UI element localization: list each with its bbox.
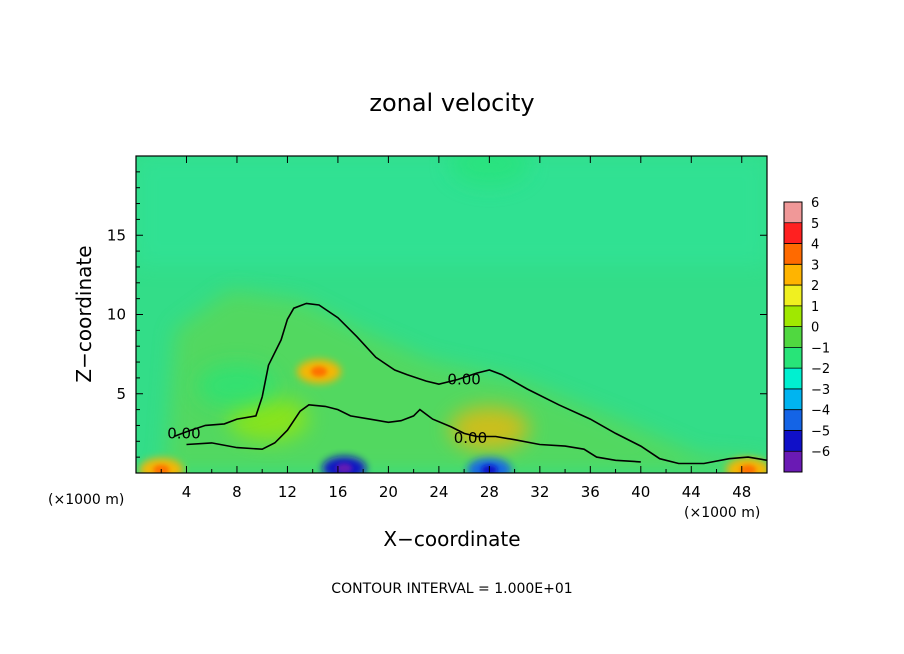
x-tick-label: 4 xyxy=(182,483,192,501)
velocity-core-0 xyxy=(310,366,327,377)
colorbar-swatch xyxy=(784,202,802,224)
colorbar-label: 2 xyxy=(811,279,819,294)
x-tick-label: 16 xyxy=(328,483,347,501)
colorbar-swatch xyxy=(784,326,802,348)
colorbar-label: 5 xyxy=(811,217,819,232)
colorbar-swatch xyxy=(784,305,802,328)
colorbar-label: 3 xyxy=(811,258,819,273)
colorbar-label: 6 xyxy=(811,196,819,211)
x-tick-label: 36 xyxy=(581,483,600,501)
zero-contour-core-lower xyxy=(186,403,641,463)
colorbar-swatch xyxy=(784,347,802,369)
y-axis-label: Z−coordinate xyxy=(72,245,96,382)
zero-contour-lower xyxy=(173,396,263,438)
x-tick-label: 8 xyxy=(232,483,242,501)
contour-interval-note: CONTOUR INTERVAL = 1.000E+01 xyxy=(331,581,572,597)
velocity-core-4 xyxy=(336,463,353,473)
x-tick-label: 20 xyxy=(379,483,398,501)
colorbar-label: 4 xyxy=(811,238,819,253)
velocity-feature-8 xyxy=(449,156,530,186)
x-tick-label: 48 xyxy=(732,483,751,501)
colorbar-swatch xyxy=(784,451,802,473)
colorbar: 6 5 4 3 2 1 0 −1 −2 −3 −4 −5 −6 xyxy=(783,196,830,473)
colorbar-label: −1 xyxy=(811,341,830,356)
x-tick-label: 28 xyxy=(480,483,499,501)
contour-label: 0.00 xyxy=(167,424,200,442)
contour-label: 0.00 xyxy=(447,370,480,388)
y-tick-label: 10 xyxy=(107,306,126,324)
velocity-feature-2 xyxy=(228,397,309,442)
colorbar-swatch xyxy=(784,409,802,431)
x-unit-right: (×1000 m) xyxy=(684,505,760,521)
colorbar-swatch xyxy=(784,430,802,452)
colorbar-label: −4 xyxy=(811,404,830,419)
colorbar-label: 1 xyxy=(811,300,819,315)
x-tick-label: 24 xyxy=(429,483,448,501)
colorbar-swatch xyxy=(784,388,802,411)
y-ticks: 5 10 15 xyxy=(107,171,767,458)
contour-label: 0.00 xyxy=(454,429,487,447)
colorbar-label: −2 xyxy=(811,362,830,377)
colorbar-swatch xyxy=(784,243,802,265)
colorbar-swatch xyxy=(784,285,802,307)
upper-band xyxy=(136,156,767,266)
x-tick-label: 12 xyxy=(278,483,297,501)
colorbar-swatch xyxy=(784,368,802,390)
y-tick-label: 5 xyxy=(116,385,126,403)
x-tick-label: 32 xyxy=(530,483,549,501)
velocity-core-6 xyxy=(153,464,170,473)
x-tick-label: 40 xyxy=(631,483,650,501)
x-tick-label: 44 xyxy=(682,483,701,501)
colorbar-label: −6 xyxy=(811,445,830,460)
x-axis-label: X−coordinate xyxy=(383,527,520,551)
contour-labels: 0.00 0.00 0.00 xyxy=(167,370,487,447)
colorbar-label: −5 xyxy=(811,424,830,439)
y-tick-label: 15 xyxy=(107,226,126,244)
x-ticks: 4 8 12 16 20 24 28 32 36 40 44 48 xyxy=(160,156,751,501)
velocity-feature-3 xyxy=(196,363,277,408)
chart-title: zonal velocity xyxy=(369,89,534,117)
colorbar-frame xyxy=(783,201,803,473)
zero-contour-upper xyxy=(261,302,768,465)
x-unit-left: (×1000 m) xyxy=(48,492,124,508)
velocity-core-7 xyxy=(740,464,757,473)
colorbar-label: −3 xyxy=(811,383,830,398)
colorbar-swatch xyxy=(784,264,802,286)
colorbar-label: 0 xyxy=(811,321,819,336)
colorbar-swatch xyxy=(784,222,802,245)
zero-contours xyxy=(173,302,768,465)
